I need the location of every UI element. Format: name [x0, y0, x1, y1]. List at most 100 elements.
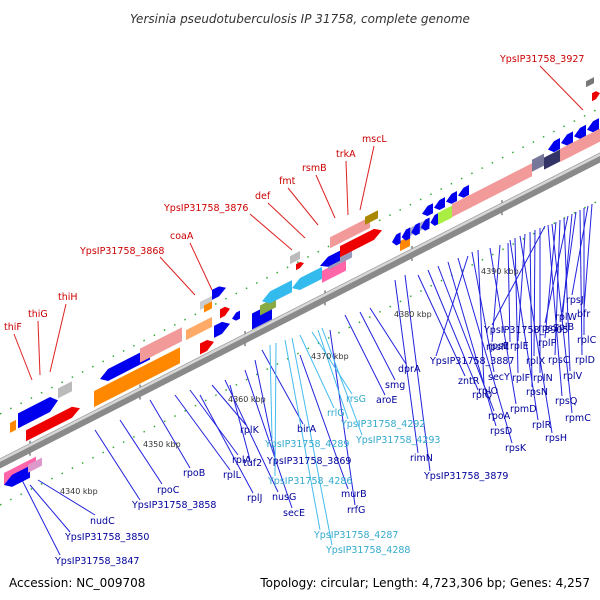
gene-arrow [592, 91, 600, 102]
gene-label: rpoB [183, 468, 205, 479]
gene-box [140, 327, 182, 363]
gene-label: rimN [410, 453, 433, 464]
gene-label: rpoC [157, 485, 180, 496]
gene-arrow [18, 397, 58, 429]
label-leader [563, 217, 571, 372]
gene-arrow [4, 465, 30, 487]
gene-labels: thiF thiG thiH YpsIP31758_3868 coaA YpsIP3175… [4, 54, 597, 567]
gene-label: YpsIP31758_3879 [423, 471, 508, 482]
label-leader [394, 279, 419, 454]
label-leader [344, 314, 386, 396]
gene-arrow [220, 306, 230, 319]
label-leader [539, 65, 584, 111]
gene-box [322, 258, 346, 283]
label-leader [37, 479, 96, 516]
label-leader [579, 209, 583, 356]
label-leader [404, 274, 431, 472]
gene-label: aroE [376, 395, 397, 406]
gene-label: YpsIP31758_3858 [131, 500, 216, 511]
gene-arrow [420, 217, 430, 231]
label-leader [427, 269, 479, 391]
gene-arrow [446, 191, 457, 204]
label-leader [359, 311, 396, 381]
gene-label: nudC [90, 516, 115, 527]
label-leader [269, 344, 273, 440]
label-leader [571, 205, 589, 296]
genome-summary-text: Topology: circular; Length: 4,723,306 bp… [259, 576, 590, 590]
gene-label: YpsIP31758_3876 [163, 203, 248, 214]
gene-box [544, 149, 560, 170]
gene-label: YpsIP31758_4287 [313, 530, 398, 541]
label-leader [359, 145, 375, 211]
gene-label: YpsIP31758_4288 [325, 545, 410, 556]
ruler-tick-label: 4350 kbp [143, 440, 181, 449]
gene-arrow [232, 310, 240, 321]
gene-label: rplC [577, 335, 597, 346]
label-leader [561, 213, 573, 323]
gene-label: dprA [398, 364, 421, 375]
label-leader [291, 337, 333, 546]
ruler-tick-label: 4380 kbp [394, 310, 432, 319]
gene-label: rplQ [472, 390, 492, 401]
label-leader [261, 349, 304, 425]
label-leader [174, 394, 231, 471]
gene-label: rpsD [490, 426, 512, 437]
gene-arrow [458, 184, 469, 198]
gene-label: rplO [478, 386, 498, 397]
ruler-tick-label: 4370 kbp [311, 352, 349, 361]
gene-label: YpsIP31758_4289 [264, 439, 349, 450]
gene-arrow [320, 250, 340, 267]
label-leader [544, 221, 557, 339]
gene-arrow [548, 138, 560, 153]
gene-label: rplA [232, 455, 252, 466]
accession-text: Accession: NC_009708 [9, 576, 145, 590]
gene-label: YpsIP31758_3847 [54, 556, 139, 567]
gene-label: trkA [336, 149, 356, 160]
gene-arrow [200, 339, 214, 355]
gene-box [290, 251, 300, 265]
gene-arrow [100, 347, 150, 381]
gene-label: rplV [563, 371, 583, 382]
gene-label: rsmB [302, 163, 327, 174]
gene-box [400, 235, 410, 252]
label-leader [417, 274, 466, 377]
gene-label: fmt [279, 176, 296, 187]
gene-arrow [411, 222, 420, 236]
gene-label: YpsIP31758_3927 [499, 54, 584, 65]
genome-backbone [0, 152, 600, 469]
gene-label: rplP [538, 338, 557, 349]
label-leader [489, 247, 517, 405]
gene-label: rpsJ [566, 295, 584, 306]
gene-label: thiF [4, 322, 22, 333]
gene-label: rrlG [327, 408, 345, 419]
gene-label: rplN [533, 373, 553, 384]
ruler-tick-label: 4340 kbp [60, 487, 98, 496]
gene-label: tuf2 [243, 458, 262, 469]
label-leader [189, 389, 239, 456]
label-leader [13, 333, 33, 381]
gene-label: rpsM [486, 342, 509, 353]
gene-box [365, 210, 378, 225]
label-leader [457, 257, 513, 444]
gene-label: YpsIP31758_3887 [429, 356, 514, 367]
gene-label: rpsE [488, 341, 509, 352]
gene-label: rpoA [488, 411, 511, 422]
label-leader [267, 202, 306, 239]
gene-arrow [430, 212, 439, 226]
label-leader [321, 327, 363, 436]
gene-arrow [214, 321, 230, 338]
gene-label: rpsQ [555, 396, 577, 407]
gene-label: rpmC [565, 413, 591, 424]
label-leader [299, 334, 335, 409]
label-leader [517, 233, 526, 342]
map-title: Yersinia pseudotuberculosis IP 31758, co… [130, 12, 470, 26]
gene-label: smg [385, 380, 405, 391]
gene-label: rplD [575, 355, 595, 366]
label-leader [299, 354, 349, 490]
label-leader [149, 399, 191, 469]
gene-label: zntR [458, 376, 480, 387]
label-leader [287, 187, 319, 226]
gene-arrow [296, 262, 304, 271]
label-leader [447, 261, 497, 427]
